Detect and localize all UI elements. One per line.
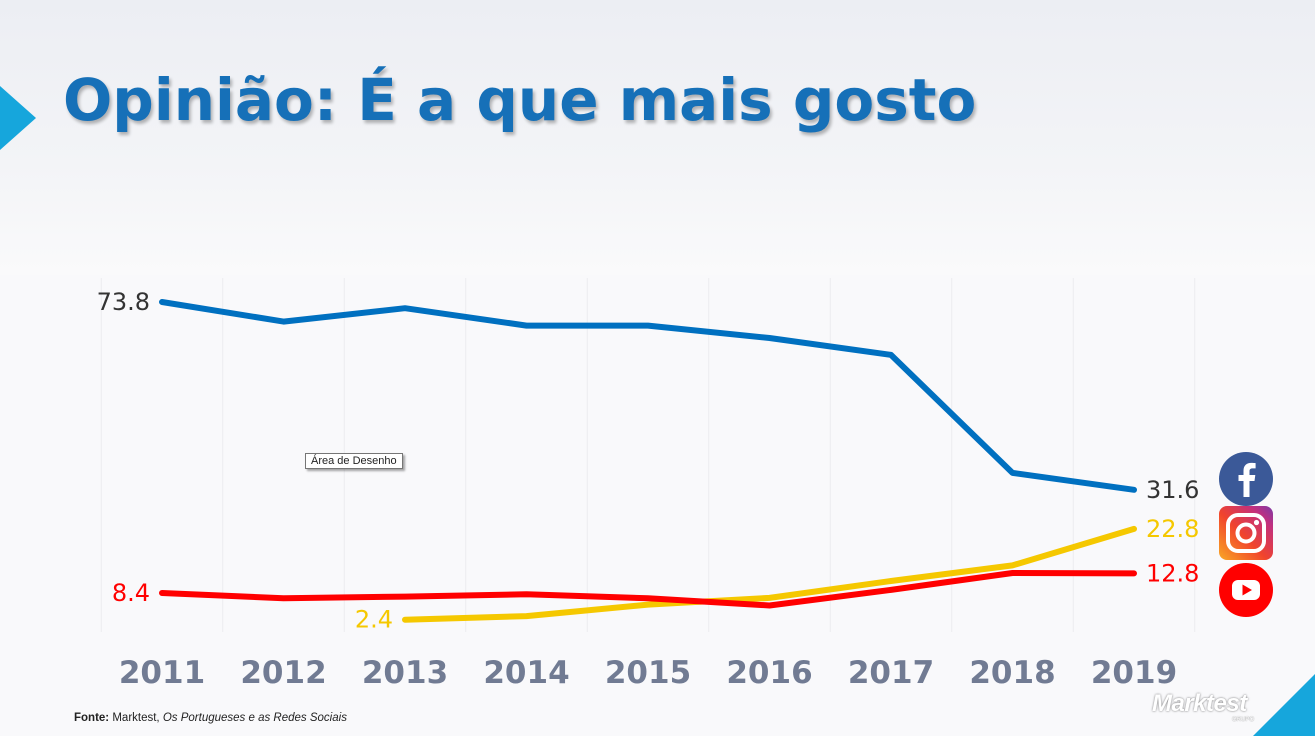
instagram-icon (1219, 506, 1273, 560)
data-label-youtube: 8.4 (112, 579, 150, 607)
data-label-youtube: 12.8 (1146, 559, 1199, 587)
x-tick-label: 2012 (240, 655, 326, 691)
header-band (0, 0, 1315, 275)
arrow-marker-icon (0, 86, 36, 150)
source-note: Fonte: Marktest, Os Portugueses e as Red… (74, 712, 347, 724)
series-line-instagram (402, 525, 1137, 623)
data-label-instagram: 22.8 (1146, 515, 1199, 543)
series-line-youtube (159, 570, 1137, 609)
x-tick-label: 2015 (605, 655, 691, 691)
page-title: Opinião: É a que mais gosto (63, 66, 977, 134)
plot-area-background (0, 275, 1315, 736)
x-tick-label: 2018 (969, 655, 1055, 691)
x-tick-label: 2016 (726, 655, 812, 691)
source-label: Fonte: (74, 712, 110, 724)
marktest-logo: Marktest (1152, 690, 1247, 717)
plot-area-tooltip: Área de Desenho (305, 453, 403, 469)
series-line-facebook (159, 299, 1137, 493)
data-label-instagram: 2.4 (355, 606, 393, 634)
source-title: Os Portugueses e as Redes Sociais (162, 712, 347, 724)
data-label-facebook: 31.6 (1146, 476, 1199, 504)
source-publisher: Marktest, (112, 712, 160, 724)
x-tick-label: 2014 (483, 655, 569, 691)
marktest-logo-sub: GRUPO (1232, 717, 1255, 723)
x-tick-label: 2017 (848, 655, 934, 691)
corner-accent (1253, 674, 1315, 736)
youtube-icon (1219, 563, 1273, 617)
data-label-facebook: 73.8 (97, 288, 150, 316)
x-tick-label: 2011 (119, 655, 205, 691)
x-tick-label: 2013 (362, 655, 448, 691)
x-tick-label: 2019 (1091, 655, 1177, 691)
facebook-icon (1219, 452, 1273, 506)
